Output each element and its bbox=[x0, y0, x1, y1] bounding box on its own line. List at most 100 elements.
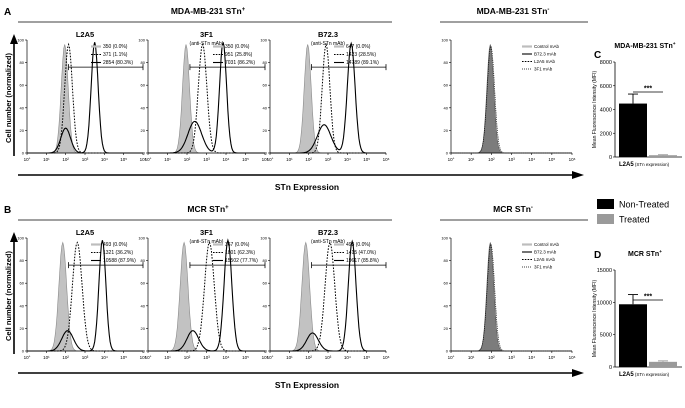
significance-marker: *** bbox=[644, 86, 652, 93]
x-tick-label: 10⁴ bbox=[101, 355, 108, 360]
legend-stat: 1321 (36.2%) bbox=[103, 250, 133, 256]
panel-subtitle: (anti-STn mAb) bbox=[311, 41, 345, 47]
y-tick-label: 100 bbox=[260, 236, 267, 241]
bar-treated bbox=[649, 361, 677, 367]
y-tick-label: 80 bbox=[141, 60, 146, 65]
x-tick-label: 10⁵ bbox=[242, 157, 249, 162]
panel-title: B72.3 bbox=[318, 30, 338, 39]
legend-mab: Control mAb bbox=[534, 242, 560, 247]
x-tick-label: 10³ bbox=[325, 355, 332, 360]
y-tick-label: 0 bbox=[143, 349, 146, 354]
histogram-rows: A MDA-MB-231 STn+ MDA-MB-231 STn-Cell numb… bbox=[4, 6, 588, 390]
y-tick-label: 80 bbox=[444, 60, 449, 65]
legend-stat: 1415 (47.0%) bbox=[346, 250, 376, 256]
y-tick-label: 40 bbox=[444, 303, 449, 308]
x-tick-label: 10¹ bbox=[286, 355, 293, 360]
negative-group-title-sup: - bbox=[531, 205, 533, 211]
x-tick-label: 10° bbox=[24, 157, 31, 162]
y-tick-label: 60 bbox=[141, 281, 146, 286]
bar-treated bbox=[649, 155, 677, 157]
x-tick-label: 10² bbox=[305, 157, 312, 162]
legend-stat: 371 (1.1%) bbox=[103, 52, 128, 58]
legend-stat: 367 (0.0%) bbox=[225, 242, 250, 248]
y-tick-label: 80 bbox=[20, 258, 25, 263]
y-tick-label: 60 bbox=[20, 281, 25, 286]
legend-stat: 1423 (28.5%) bbox=[346, 52, 376, 58]
panel-subtitle: (anti-STn mAb) bbox=[190, 41, 224, 47]
bar-chart-c: C MDA-MB-231 STn+ Mean Fluorescence Intens… bbox=[592, 42, 682, 168]
x-tick-label: 10¹ bbox=[468, 157, 475, 162]
panel-title: L2A5 bbox=[76, 30, 94, 39]
bar-x-label-rest: (STn expression) bbox=[634, 372, 670, 377]
x-tick-label: 10⁵ bbox=[548, 157, 555, 162]
y-tick-label: 0 bbox=[446, 349, 449, 354]
legend-stat: 15502 (77.7%) bbox=[225, 258, 258, 264]
legend-stat: 10588 (87.9%) bbox=[103, 258, 136, 264]
y-axis-label: Cell number (normalized) bbox=[4, 250, 13, 341]
legend-stat: 2854 (80.3%) bbox=[103, 60, 133, 66]
x-tick-label: 10° bbox=[145, 355, 152, 360]
histogram-panel-l2a5: 0 20 40 60 80 100 10° 10¹ 10² 10³ 10⁴ 10⁵ 10⁶ L2A5 350… bbox=[17, 30, 146, 162]
bar-chart-title: MDA-MB-231 STn+ bbox=[614, 42, 675, 50]
y-tick-label: 0 bbox=[22, 349, 25, 354]
x-tick-label: 10⁴ bbox=[528, 355, 535, 360]
histogram-panel-b723: 0 20 40 60 80 100 10° 10¹ 10² 10³ 10⁴ 10⁵ 10⁶ B72.3 (a… bbox=[260, 30, 389, 162]
bar-chart-title-main: MDA-MB-231 STn bbox=[614, 43, 672, 50]
x-axis-label: STn Expression bbox=[275, 380, 339, 390]
x-tick-label: 10³ bbox=[82, 355, 89, 360]
legend-stat: 647 (0.0%) bbox=[346, 44, 371, 50]
y-tick-label: 40 bbox=[263, 303, 268, 308]
x-tick-label: 10⁵ bbox=[242, 355, 249, 360]
legend-label-treated: Treated bbox=[619, 215, 650, 225]
histogram-row-b: B MCR STn+ MCR STn-Cell number (normalized… bbox=[4, 204, 588, 390]
x-axis-label: STn Expression bbox=[275, 182, 339, 192]
y-tick-label: 80 bbox=[263, 60, 268, 65]
x-tick-label: 10² bbox=[488, 355, 495, 360]
x-tick-label: 10² bbox=[62, 157, 69, 162]
histogram-panel-l2a5: 0 20 40 60 80 100 10° 10¹ 10² 10³ 10⁴ 10⁵ 10⁶ L2A5 493… bbox=[17, 228, 146, 360]
x-tick-label: 10° bbox=[24, 355, 31, 360]
panel-title: 3F1 bbox=[200, 30, 213, 39]
y-tick-label: 80 bbox=[444, 258, 449, 263]
legend-mab: B72.3 mAb bbox=[534, 250, 557, 255]
solid-histogram bbox=[27, 42, 143, 154]
x-axis-arrowhead bbox=[572, 369, 584, 377]
legend-mab: L2A5 mAb bbox=[534, 59, 556, 64]
positive-group-title-main: MDA-MB-231 STn bbox=[171, 6, 242, 16]
bar-chart-title-sup: + bbox=[673, 42, 676, 47]
y-tick-label: 100 bbox=[17, 38, 24, 43]
y-tick-label: 40 bbox=[141, 105, 146, 110]
x-tick-label: 10⁴ bbox=[344, 355, 351, 360]
bar-y-tick-label: 0 bbox=[609, 155, 612, 161]
y-tick-label: 0 bbox=[143, 151, 146, 156]
y-tick-label: 60 bbox=[141, 83, 146, 88]
x-tick-label: 10° bbox=[267, 157, 274, 162]
legend-mab: B72.3 mAb bbox=[534, 52, 557, 57]
bar-x-label-antibody: L2A5 bbox=[619, 162, 634, 168]
y-tick-label: 100 bbox=[441, 236, 448, 241]
y-tick-label: 100 bbox=[260, 38, 267, 43]
bar-non-treated bbox=[619, 103, 647, 157]
panel-title: B72.3 bbox=[318, 228, 338, 237]
x-tick-label: 10² bbox=[488, 157, 495, 162]
histogram-panel-negative: 0 20 40 60 80 100 10° 10¹ 10² 10³ 10⁴ 10⁵ 10⁶ Control… bbox=[441, 38, 575, 163]
bar-y-tick-label: 5000 bbox=[600, 333, 612, 339]
y-tick-label: 20 bbox=[263, 128, 268, 133]
x-tick-label: 10² bbox=[184, 157, 191, 162]
x-tick-label: 10⁶ bbox=[383, 157, 390, 162]
x-tick-label: 10⁶ bbox=[569, 157, 576, 162]
legend-label-non-treated: Non-Treated bbox=[619, 200, 669, 210]
legend-swatch-treated bbox=[597, 214, 614, 224]
x-tick-label: 10⁶ bbox=[569, 355, 576, 360]
x-tick-label: 10¹ bbox=[164, 157, 171, 162]
x-tick-label: 10³ bbox=[508, 157, 515, 162]
negative-group-title: MCR STn- bbox=[493, 204, 533, 214]
x-tick-label: 10¹ bbox=[286, 157, 293, 162]
x-tick-label: 10¹ bbox=[43, 157, 50, 162]
x-tick-label: 10⁵ bbox=[120, 355, 127, 360]
y-tick-label: 20 bbox=[444, 326, 449, 331]
legend-stat: 19617 (85.8%) bbox=[346, 258, 379, 264]
y-tick-label: 40 bbox=[141, 303, 146, 308]
x-tick-label: 10° bbox=[448, 355, 455, 360]
